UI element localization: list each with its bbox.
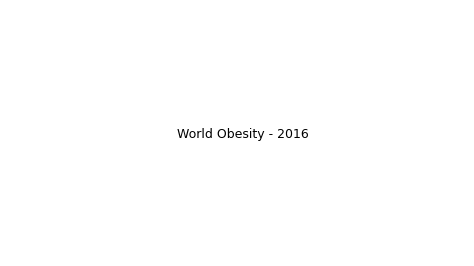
Text: World Obesity - 2016: World Obesity - 2016: [177, 128, 309, 141]
